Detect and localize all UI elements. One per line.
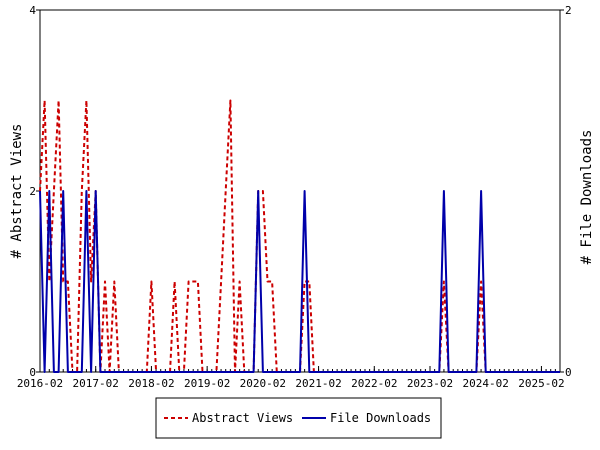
legend-label-file-downloads: File Downloads <box>330 411 431 425</box>
x-tick-label: 2019-02 <box>184 377 230 390</box>
x-tick-label: 2024-02 <box>463 377 509 390</box>
y-left-ticks: 0 2 4 <box>29 4 40 379</box>
y-right-tick-label: 0 <box>565 366 572 379</box>
y-right-tick-label: 2 <box>565 4 572 17</box>
x-tick-label: 2016-02 <box>17 377 63 390</box>
x-tick-label: 2022-02 <box>351 377 397 390</box>
legend-box <box>155 397 442 439</box>
x-tick-label: 2020-02 <box>240 377 286 390</box>
x-tick-label: 2017-02 <box>73 377 119 390</box>
y-left-axis-title: # Abstract Views <box>9 124 25 259</box>
x-tick-labels: 2016-02 2017-02 2018-02 2019-02 2020-02 2021-… <box>17 366 565 390</box>
y-right-axis-title: # File Downloads <box>579 130 595 265</box>
x-tick-label: 2025-02 <box>518 377 564 390</box>
x-tick-label: 2021-02 <box>295 377 341 390</box>
series-line-file-downloads <box>39 190 560 373</box>
x-tick-label: 2018-02 <box>128 377 174 390</box>
y-right-ticks: 02 <box>560 4 572 379</box>
x-tick-label: 2023-02 <box>407 377 453 390</box>
plot-area: 2016-02 2017-02 2018-02 2019-02 2020-02 2021-… <box>17 4 572 390</box>
y-left-tick-label: 2 <box>29 185 36 198</box>
series-layer <box>39 99 560 373</box>
legend: Abstract Views File Downloads <box>155 397 442 439</box>
y-left-tick-label: 0 <box>29 366 36 379</box>
legend-label-abstract-views: Abstract Views <box>192 411 293 425</box>
y-left-tick-label: 4 <box>29 4 36 17</box>
